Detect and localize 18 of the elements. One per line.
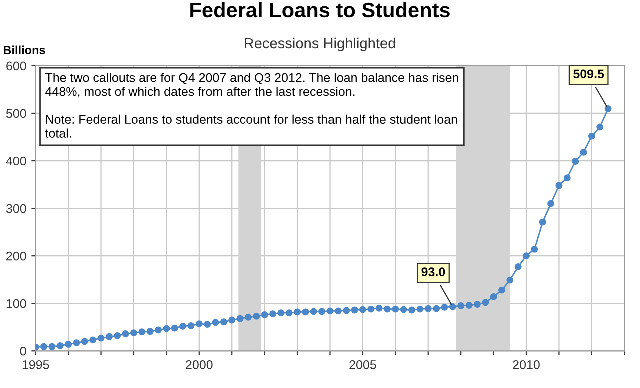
y-tick-label: 600 bbox=[6, 62, 26, 71]
chart-subtitle: Recessions Highlighted bbox=[245, 38, 396, 52]
chart-title: Federal Loans to Students bbox=[190, 2, 450, 18]
y-tick-label: 200 bbox=[6, 252, 26, 261]
y-axis-title: Billions bbox=[4, 46, 46, 54]
annotation: The two callouts are for Q4 2007 and Q3 2012. The loan balance has risen 448%, most of which dates from after the last recession. bbox=[46, 73, 458, 98]
x-tick-label: 2005 bbox=[350, 360, 376, 370]
y-tick-label: 0 bbox=[20, 346, 26, 356]
x-tick-label: 2010 bbox=[513, 360, 540, 370]
y-tick-label: 400 bbox=[6, 156, 26, 166]
y-tick-label: 100 bbox=[6, 299, 26, 308]
x-tick-label: 1995 bbox=[22, 360, 50, 370]
annotation: Note: Federal Loans to students account for less than half the student loan total. bbox=[45, 114, 458, 138]
x-tick-label: 2000 bbox=[186, 360, 213, 370]
y-tick-label: 300 bbox=[6, 204, 26, 214]
annotation: 93.0 bbox=[422, 268, 446, 277]
annotation: 509.5 bbox=[574, 70, 604, 79]
y-tick-label: 500 bbox=[6, 109, 26, 118]
